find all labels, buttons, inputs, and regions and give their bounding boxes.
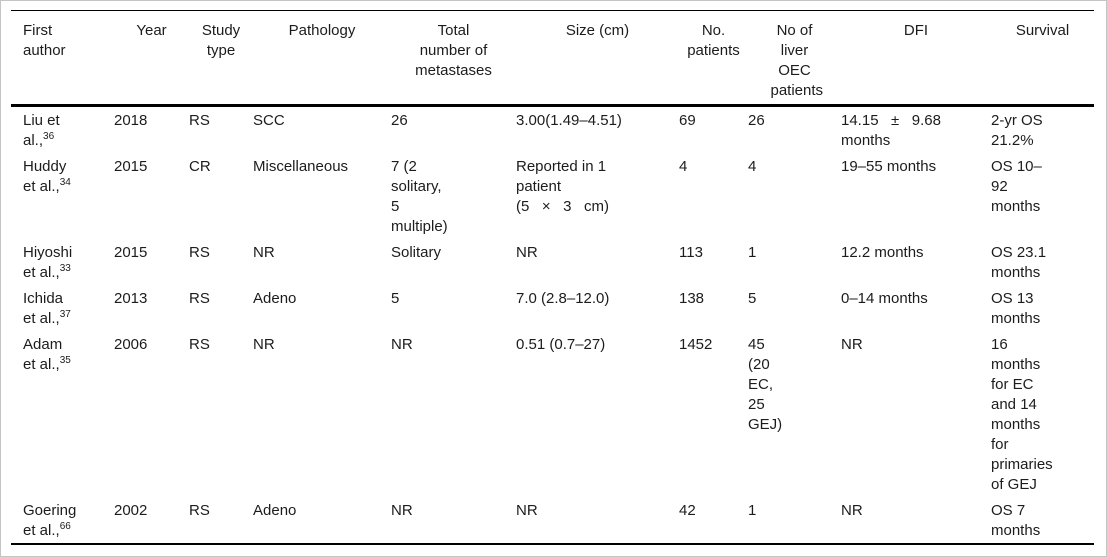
cell-study_type: RS <box>189 244 210 261</box>
cell-year: 2013 <box>114 290 148 307</box>
cell-no_liver_oec: 45 (20 EC, 25 GEJ) <box>748 336 783 433</box>
cell-survival: OS 10–92 months <box>991 158 1042 215</box>
header-row: First author Year Study type Pathology Total… <box>11 10 1094 107</box>
reference-superscript: 36 <box>43 131 55 142</box>
cell-dfi: 12.2 months <box>841 244 924 261</box>
cell-survival: 2-yr OS 21.2% <box>991 112 1047 149</box>
cell-year: 2002 <box>114 497 189 545</box>
cell-no_patients: 69 <box>679 112 696 129</box>
cell-year: 2006 <box>114 336 148 353</box>
column-header-no_patients: No. patients <box>679 10 748 107</box>
cell-study_type: RS <box>189 290 210 307</box>
cell-size_cm: 7.0 (2.8–12.0) <box>516 290 610 307</box>
cell-dfi: NR <box>841 336 863 353</box>
table-row: Hiyoshi et al.,33 2015 RS NR Solitary NR 113 1 1… <box>11 239 1094 285</box>
cell-no_liver_oec: 4 <box>748 158 757 175</box>
column-header-no_liver_oec: No of liver OEC patients <box>748 10 841 107</box>
cell-dfi: NR <box>841 497 991 545</box>
studies-table: First author Year Study type Pathology Total… <box>11 10 1094 545</box>
cell-no_liver_oec: 1 <box>748 497 841 545</box>
cell-year: 2015 <box>114 158 148 175</box>
column-header-author: First author <box>11 10 114 107</box>
cell-author: Goering et al.,66 <box>11 497 114 545</box>
reference-superscript: 33 <box>59 263 71 274</box>
cell-no_patients: 138 <box>679 290 705 307</box>
cell-total_metastases: NR <box>391 336 413 353</box>
author-name: Goering et al., <box>23 502 81 539</box>
cell-pathology: NR <box>253 244 275 261</box>
cell-total_metastases: 26 <box>391 112 408 129</box>
cell-no_patients: 42 <box>679 497 748 545</box>
cell-dfi: 14.15 ± 9.68 months <box>841 112 946 149</box>
cell-total_metastases: Solitary <box>391 244 442 261</box>
author-name: Ichida et al., <box>23 290 68 327</box>
cell-study_type: RS <box>189 112 210 129</box>
cell-size_cm: NR <box>516 497 679 545</box>
cell-study_type: CR <box>189 158 211 175</box>
cell-no_patients: 4 <box>679 158 688 175</box>
column-header-pathology: Pathology <box>253 10 391 107</box>
cell-no_patients: 1452 <box>679 336 713 353</box>
cell-no_liver_oec: 5 <box>748 290 757 307</box>
column-header-dfi: DFI <box>841 10 991 107</box>
column-header-size_cm: Size (cm) <box>516 10 679 107</box>
cell-author: Adam et al.,35 <box>11 331 114 497</box>
cell-size_cm: NR <box>516 244 538 261</box>
cell-no_liver_oec: 1 <box>748 244 757 261</box>
cell-study_type: RS <box>189 336 210 353</box>
author-name: Adam et al., <box>23 336 67 373</box>
column-header-year: Year <box>114 10 189 107</box>
table-row: Goering et al.,66 2002 RS Adeno NR NR 42 1 NR OS … <box>11 497 1094 545</box>
cell-size_cm: Reported in 1 patient (5 × 3 cm) <box>516 158 609 215</box>
author-name: Hiyoshi et al., <box>23 244 77 281</box>
cell-survival: OS 13 months <box>991 290 1041 327</box>
table-row: Huddy et al.,34 2015 CR Miscellaneous 7 (2 s… <box>11 153 1094 239</box>
table-row: Adam et al.,35 2006 RS NR NR 0.51 (0.7–27) 145… <box>11 331 1094 497</box>
cell-no_patients: 113 <box>679 244 703 261</box>
cell-pathology: Adeno <box>253 497 391 545</box>
cell-survival: 16 months for EC and 14 months for prima… <box>991 336 1057 493</box>
column-header-survival: Survival <box>991 10 1094 107</box>
table-row: Liu et al.,36 2018 RS SCC 26 3.00(1.49–4.51) 6… <box>11 106 1094 154</box>
author-name: Huddy et al., <box>23 158 71 195</box>
cell-total_metastases: NR <box>391 497 516 545</box>
cell-dfi: 19–55 months <box>841 158 937 175</box>
cell-study_type: RS <box>189 497 253 545</box>
column-header-study_type: Study type <box>189 10 253 107</box>
table-row: Ichida et al.,37 2013 RS Adeno 5 7.0 (2.8–12.… <box>11 285 1094 331</box>
cell-year: 2015 <box>114 244 148 261</box>
cell-total_metastases: 5 <box>391 290 400 307</box>
cell-size_cm: 0.51 (0.7–27) <box>516 336 606 353</box>
cell-author: Ichida et al.,37 <box>11 285 114 331</box>
cell-pathology: Adeno <box>253 290 297 307</box>
column-header-total_metastases: Total number of metastases <box>391 10 516 107</box>
reference-superscript: 37 <box>59 309 71 320</box>
cell-author: Hiyoshi et al.,33 <box>11 239 114 285</box>
cell-no_liver_oec: 26 <box>748 112 765 129</box>
cell-year: 2018 <box>114 112 148 129</box>
cell-pathology: NR <box>253 336 275 353</box>
reference-superscript: 35 <box>59 355 71 366</box>
cell-pathology: Miscellaneous <box>253 158 349 175</box>
cell-dfi: 0–14 months <box>841 290 928 307</box>
cell-total_metastases: 7 (2 solitary, 5 multiple) <box>391 158 448 235</box>
reference-superscript: 66 <box>59 521 71 532</box>
cell-author: Liu et al.,36 <box>11 106 114 154</box>
cell-survival: OS 7 months <box>991 497 1094 545</box>
author-name: Liu et al., <box>23 112 64 149</box>
cell-author: Huddy et al.,34 <box>11 153 114 239</box>
reference-superscript: 34 <box>59 177 71 188</box>
cell-pathology: SCC <box>253 112 285 129</box>
cell-size_cm: 3.00(1.49–4.51) <box>516 112 622 129</box>
cell-survival: OS 23.1 months <box>991 244 1051 281</box>
